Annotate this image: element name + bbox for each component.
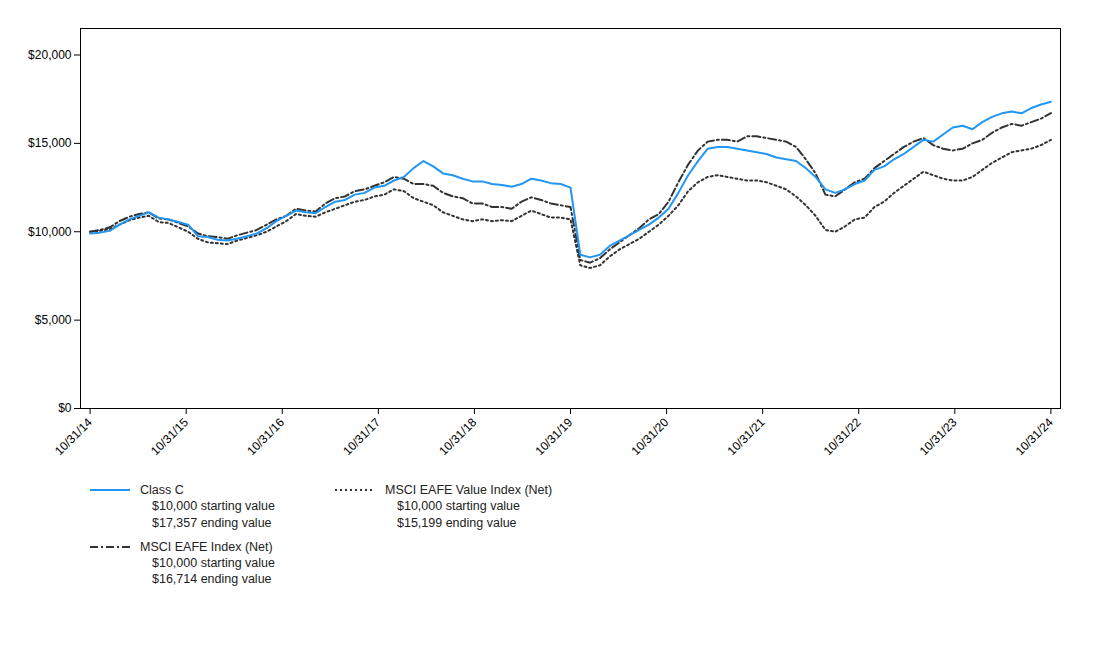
svg-text:10/31/22: 10/31/22 — [821, 415, 864, 458]
svg-text:$20,000: $20,000 — [28, 48, 72, 62]
svg-text:$0: $0 — [58, 401, 72, 415]
html-text:$17,357 ending value: $17,357 ending value — [152, 515, 272, 530]
svg-text:$10,000: $10,000 — [28, 225, 72, 239]
svg-text:10/31/18: 10/31/18 — [436, 415, 479, 458]
html-text:$10,000 starting value: $10,000 starting value — [152, 499, 275, 514]
html-text:$16,714 ending value: $16,714 ending value — [152, 572, 272, 587]
html-text:Class C: Class C — [140, 483, 184, 497]
html-text:$15,199 ending value: $15,199 ending value — [397, 515, 517, 530]
svg-text:10/31/20: 10/31/20 — [628, 415, 671, 458]
svg-text:10/31/24: 10/31/24 — [1013, 415, 1056, 458]
html-text:MSCI EAFE Index (Net): MSCI EAFE Index (Net) — [140, 539, 273, 554]
svg-text:10/31/16: 10/31/16 — [244, 415, 287, 458]
html-text:$10,000 starting value: $10,000 starting value — [152, 556, 275, 570]
svg-text:10/31/14: 10/31/14 — [52, 415, 95, 458]
html-text:$10,000 starting value: $10,000 starting value — [397, 499, 520, 514]
svg-text:10/31/23: 10/31/23 — [917, 415, 960, 458]
html-text:MSCI EAFE Value Index (Net): MSCI EAFE Value Index (Net) — [385, 483, 553, 497]
svg-text:$15,000: $15,000 — [28, 136, 72, 150]
svg-text:10/31/19: 10/31/19 — [532, 415, 575, 458]
svg-text:10/31/21: 10/31/21 — [725, 415, 768, 458]
svg-text:10/31/17: 10/31/17 — [340, 415, 383, 458]
svg-text:$5,000: $5,000 — [35, 313, 72, 327]
svg-text:10/31/15: 10/31/15 — [148, 415, 191, 458]
